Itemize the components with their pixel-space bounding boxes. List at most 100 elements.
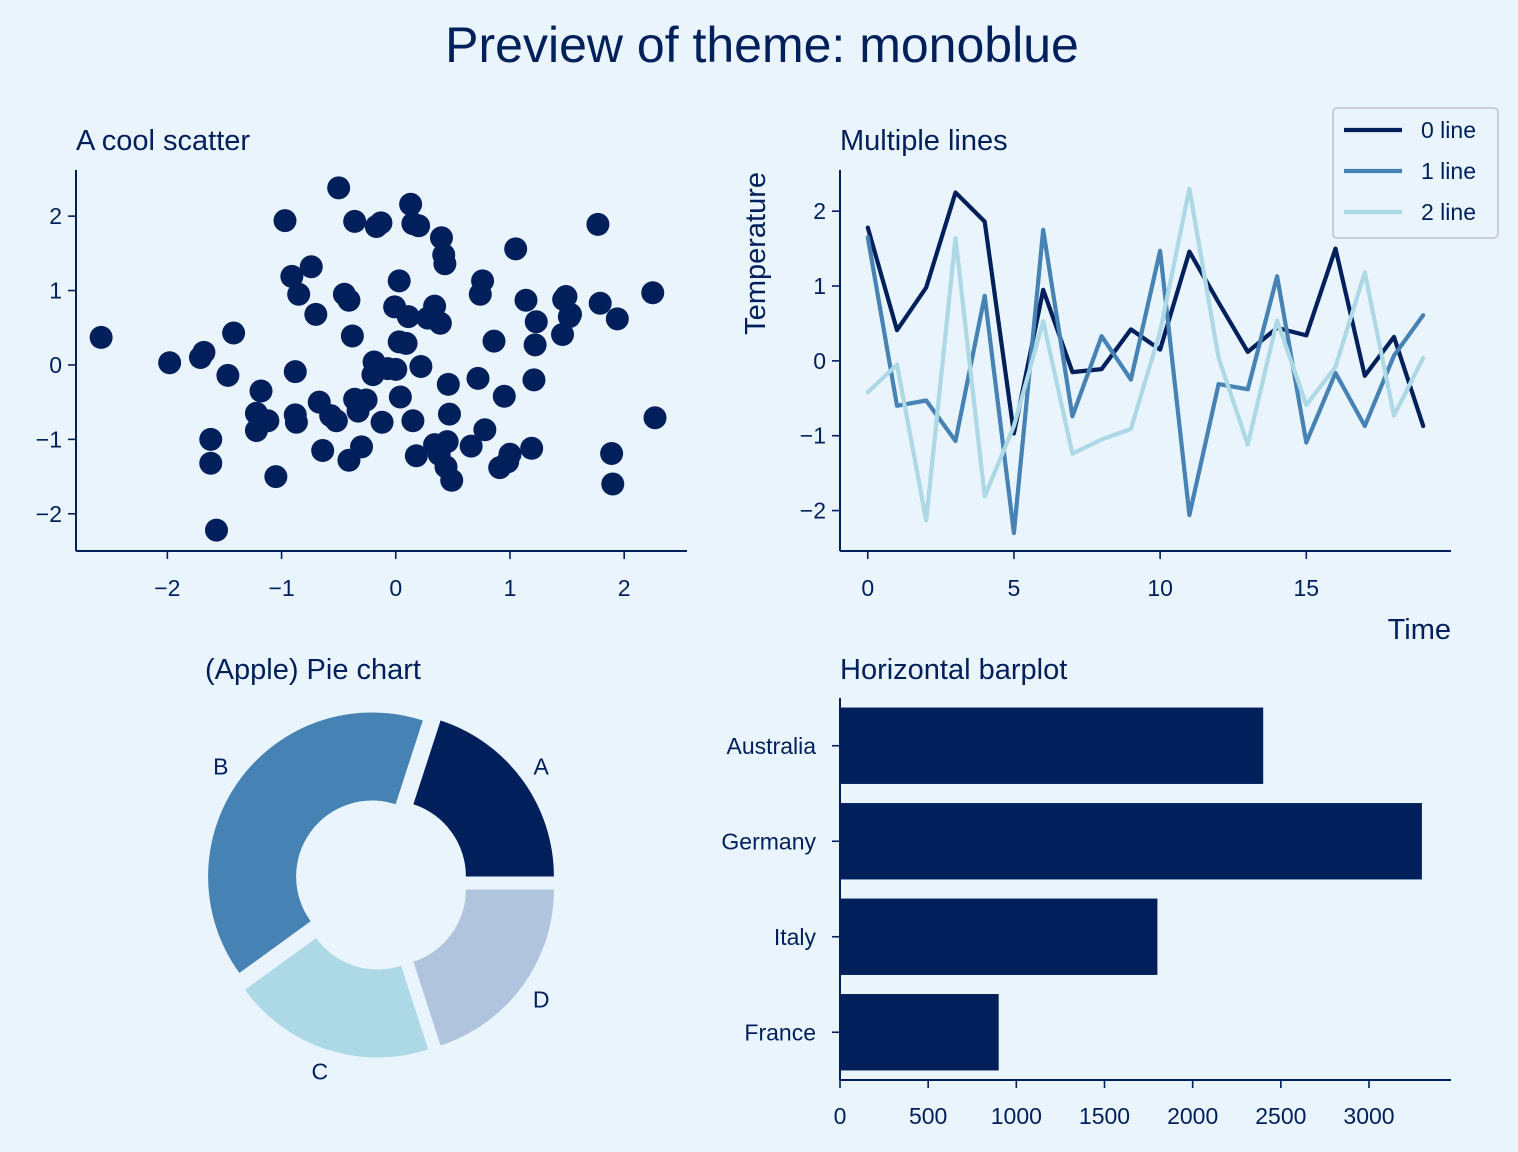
scatter-point xyxy=(559,302,583,326)
bar-category-label: Germany xyxy=(721,828,816,854)
scatter-point xyxy=(459,434,483,458)
lines-y-tick-label: 0 xyxy=(813,348,826,374)
pie-label: B xyxy=(213,754,228,780)
pie-wedge xyxy=(244,938,429,1058)
pie-wedge xyxy=(413,720,554,877)
scatter-x-tick-label: −1 xyxy=(268,575,294,601)
figure-title: Preview of theme: monoblue xyxy=(445,17,1079,73)
scatter-point xyxy=(586,212,610,236)
scatter-point xyxy=(273,209,297,233)
scatter-x-tick-label: 2 xyxy=(618,575,631,601)
bar xyxy=(840,994,999,1071)
bar xyxy=(840,707,1264,784)
scatter-x-tick-label: −2 xyxy=(154,575,180,601)
scatter-y-tick-label: 1 xyxy=(49,278,62,304)
lines-y-label: Temperature xyxy=(740,172,772,335)
scatter-point xyxy=(388,385,412,409)
scatter-y-tick-label: −2 xyxy=(36,501,62,527)
scatter-point xyxy=(396,305,420,329)
scatter-point xyxy=(284,410,308,434)
pie-wedge xyxy=(208,712,423,973)
bar-axes: France Italy Germany Australia 0 500 1000 1500 2… xyxy=(721,698,1451,1129)
scatter-point xyxy=(369,211,393,235)
lines-y-tick-label: −2 xyxy=(800,498,826,524)
pie-wedges: A B C D xyxy=(208,712,554,1084)
scatter-point xyxy=(287,282,311,306)
scatter-point xyxy=(641,281,665,305)
scatter-point xyxy=(520,436,544,460)
scatter-point xyxy=(401,409,425,433)
scatter-point xyxy=(192,340,216,364)
bar-x-tick-label: 0 xyxy=(834,1103,847,1129)
lines-legend: 0 line 1 line 2 line xyxy=(1332,107,1499,239)
scatter-point xyxy=(436,372,460,396)
bar-x-tick-label: 3000 xyxy=(1343,1103,1394,1129)
scatter-point xyxy=(299,255,323,279)
scatter-point xyxy=(407,214,431,238)
scatter-point xyxy=(409,354,433,378)
pie-title: (Apple) Pie chart xyxy=(205,654,421,686)
lines-panel: Multiple lines Time Temperature 0 5 10 15−2… xyxy=(740,107,1499,646)
scatter-point xyxy=(601,472,625,496)
scatter-point xyxy=(387,269,411,293)
scatter-point xyxy=(283,360,307,384)
scatter-point xyxy=(249,379,273,403)
scatter-y-tick-label: −1 xyxy=(36,426,62,452)
scatter-point xyxy=(429,226,453,250)
scatter-y-tick-label: 2 xyxy=(49,203,62,229)
scatter-point xyxy=(343,209,367,233)
pie-wedge xyxy=(413,889,554,1046)
scatter-point xyxy=(340,324,364,348)
scatter-point xyxy=(199,427,223,451)
bar xyxy=(840,898,1158,975)
scatter-point xyxy=(256,409,280,433)
scatter-point xyxy=(643,406,667,430)
scatter-point xyxy=(605,307,629,331)
scatter-points xyxy=(89,176,667,542)
lines-axes: 0 5 10 15 −2 −1 0 1 2 xyxy=(800,170,1451,601)
scatter-point xyxy=(466,366,490,390)
legend-label: 0 line xyxy=(1421,117,1476,143)
bar-x-tick-label: 500 xyxy=(909,1103,947,1129)
pie-label: A xyxy=(533,754,549,780)
pie-panel: (Apple) Pie chart A B C D xyxy=(205,654,554,1084)
pie-label: C xyxy=(312,1058,329,1084)
scatter-point xyxy=(600,442,624,466)
lines-x-tick-label: 10 xyxy=(1147,575,1173,601)
scatter-point xyxy=(354,388,378,412)
lines-title: Multiple lines xyxy=(840,125,1008,157)
series-line xyxy=(865,190,1426,436)
lines-x-tick-label: 15 xyxy=(1293,575,1319,601)
scatter-point xyxy=(89,325,113,349)
scatter-point xyxy=(327,176,351,200)
lines-series xyxy=(865,186,1426,536)
bar-x-tick-label: 1000 xyxy=(991,1103,1042,1129)
scatter-x-tick-label: 1 xyxy=(504,575,517,601)
pie-label: D xyxy=(533,986,550,1012)
bar-category-label: Australia xyxy=(727,733,817,759)
lines-y-tick-label: 2 xyxy=(813,198,826,224)
scatter-point xyxy=(440,468,464,492)
lines-y-tick-label: 1 xyxy=(813,273,826,299)
scatter-panel: A cool scatter −2 −1 0 1 2 −2 −1 0 1 2 xyxy=(36,125,687,601)
scatter-point xyxy=(264,465,288,489)
scatter-point xyxy=(311,439,335,463)
scatter-point xyxy=(324,409,348,433)
scatter-x-tick-label: 0 xyxy=(389,575,402,601)
scatter-point xyxy=(350,435,374,459)
scatter-point xyxy=(370,410,394,434)
bar-x-tick-label: 1500 xyxy=(1079,1103,1130,1129)
scatter-point xyxy=(522,368,546,392)
scatter-point xyxy=(384,357,408,381)
scatter-point xyxy=(514,288,538,312)
scatter-point xyxy=(523,333,547,357)
scatter-point xyxy=(222,321,246,345)
scatter-title: A cool scatter xyxy=(76,125,250,157)
scatter-point xyxy=(504,237,528,261)
scatter-point xyxy=(404,444,428,468)
bar-category-label: Italy xyxy=(774,924,817,950)
legend-label: 2 line xyxy=(1421,199,1476,225)
legend-label: 1 line xyxy=(1421,158,1476,184)
lines-x-label: Time xyxy=(1388,614,1451,646)
